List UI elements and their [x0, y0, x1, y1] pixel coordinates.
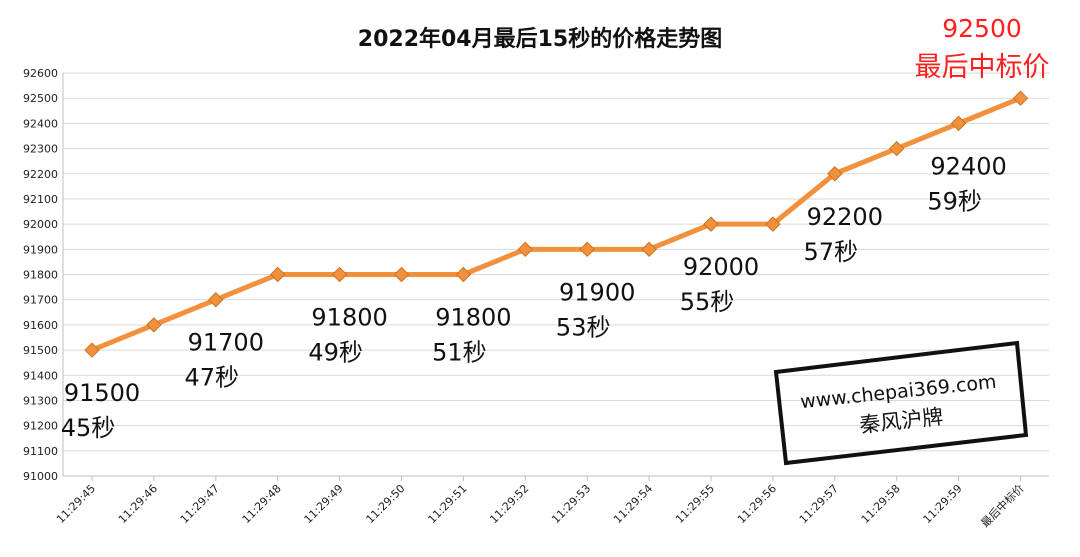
data-point-marker [888, 140, 905, 157]
annotation-price: 91500 [64, 379, 140, 407]
y-tick-label: 91400 [23, 369, 58, 382]
annotation-second: 57秒 [804, 238, 859, 266]
y-tick-label: 92600 [23, 67, 58, 80]
y-tick-label: 92300 [23, 143, 58, 156]
data-point-marker [393, 266, 410, 283]
data-markers [84, 90, 1029, 358]
annotation-price: 91800 [435, 304, 511, 332]
y-tick-label: 91700 [23, 294, 58, 307]
data-point-marker [950, 115, 967, 132]
chart-title: 2022年04月最后15秒的价格走势图 [358, 26, 722, 52]
annotation-price: 92000 [683, 253, 759, 281]
y-tick-label: 91000 [23, 470, 58, 483]
annotation-second: 49秒 [308, 339, 363, 367]
y-tick-label: 91800 [23, 269, 58, 282]
data-point-marker [269, 266, 286, 283]
y-tick-label: 91100 [23, 445, 58, 458]
watermark-frame [773, 340, 1029, 466]
annotation-price: 92400 [930, 152, 1006, 180]
data-point-marker [703, 216, 719, 232]
data-point-marker [641, 241, 657, 258]
annotation-second: 45秒 [61, 414, 116, 442]
annotation-price: 91900 [559, 278, 635, 306]
annotation-price: 91700 [188, 329, 264, 357]
price-line [89, 95, 1023, 353]
data-point-marker [579, 241, 595, 258]
final-price-annotation: 92500 最后中标价 [915, 14, 1050, 83]
data-point-marker [765, 216, 781, 232]
data-point-marker [208, 291, 224, 308]
annotation-second: 59秒 [927, 187, 982, 215]
y-tick-label: 91500 [23, 344, 58, 357]
data-point-marker [455, 266, 472, 283]
data-point-marker [146, 317, 162, 333]
annotation-price: 91800 [311, 304, 387, 332]
data-annotations: 91500 45秒 91700 47秒 91800 49秒 91800 51秒 91900 53秒… [61, 152, 1007, 442]
y-tick-label: 92100 [23, 193, 58, 206]
y-tick-label: 92500 [23, 92, 58, 105]
y-tick-label: 91900 [23, 243, 58, 256]
data-point-marker [517, 241, 534, 258]
axes [62, 73, 1049, 481]
y-tick-label: 91200 [23, 420, 58, 433]
annotation-price: 92200 [807, 203, 883, 231]
series-line [89, 95, 1023, 353]
y-tick-label: 92000 [23, 218, 58, 231]
annotation-second: 47秒 [185, 364, 240, 392]
annotation-second: 53秒 [556, 313, 611, 341]
y-tick-label: 91600 [23, 319, 58, 332]
y-tick-label: 91300 [23, 394, 58, 407]
y-tick-labels: 91000 91100 91200 91300 91400 91500 91600 91700… [23, 67, 58, 483]
data-point-marker [331, 266, 348, 283]
y-tick-label: 92400 [23, 117, 58, 130]
gridlines [63, 72, 1049, 477]
data-point-marker [1012, 90, 1029, 106]
final-price-value: 92500 [942, 14, 1022, 43]
annotation-second: 55秒 [680, 288, 735, 316]
y-tick-label: 92200 [23, 168, 58, 181]
data-point-marker [84, 342, 100, 358]
annotation-second: 51秒 [432, 339, 487, 367]
final-price-label: 最后中标价 [915, 52, 1050, 83]
data-point-marker [827, 166, 843, 182]
